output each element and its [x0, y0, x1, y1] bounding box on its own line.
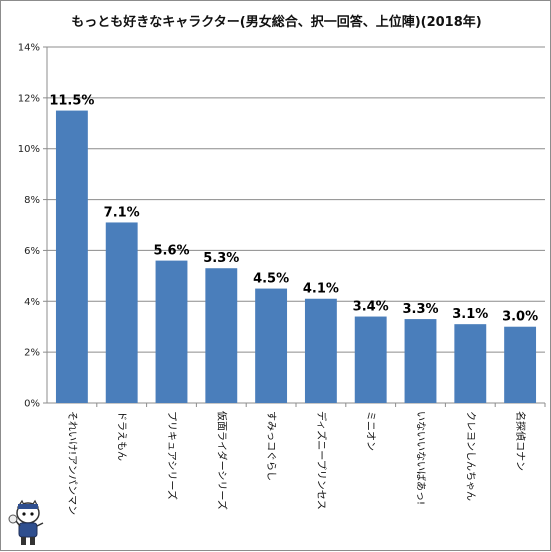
- data-label: 7.1%: [104, 205, 140, 220]
- data-label: 5.6%: [153, 244, 189, 259]
- category-label: 仮面ライダーシリーズ: [215, 411, 228, 510]
- y-tick-label: 8%: [24, 195, 40, 206]
- y-tick-label: 12%: [18, 93, 40, 104]
- bar: [255, 288, 288, 403]
- data-label: 3.3%: [402, 302, 438, 317]
- y-tick-label: 0%: [24, 399, 40, 410]
- category-label: ドラえもん: [116, 411, 128, 461]
- category-label: ミニオン: [365, 411, 377, 451]
- category-label: 名探偵コナン: [514, 411, 527, 471]
- data-label: 3.1%: [452, 307, 488, 322]
- data-label: 3.0%: [502, 310, 538, 325]
- category-label: すみっコぐらし: [265, 411, 277, 481]
- data-label: 4.1%: [303, 282, 339, 297]
- bar: [304, 298, 337, 403]
- bar: [454, 324, 487, 403]
- y-tick-label: 14%: [18, 43, 40, 54]
- bar: [155, 260, 188, 403]
- data-label: 3.4%: [353, 300, 389, 315]
- data-label: 11.5%: [49, 94, 94, 109]
- y-tick-label: 6%: [24, 246, 40, 257]
- bar: [354, 316, 387, 403]
- category-label: クレヨンしんちゃん: [464, 411, 476, 501]
- bar: [105, 222, 138, 403]
- y-tick-label: 4%: [24, 297, 40, 308]
- chart-title: もっとも好きなキャラクター(男女総合、択一回答、上位陣)(2018年): [71, 15, 482, 30]
- category-label: ディズニープリンセス: [315, 411, 328, 510]
- category-label: プリキュアシリーズ: [166, 411, 179, 500]
- category-label: いないいないばあっ!: [415, 411, 427, 505]
- bar: [205, 268, 238, 403]
- category-label: それいけ!アンパンマン: [66, 411, 78, 515]
- bar: [55, 110, 88, 404]
- bar: [504, 326, 537, 403]
- data-label: 5.3%: [203, 251, 239, 266]
- bar: [404, 319, 437, 403]
- y-tick-label: 2%: [24, 348, 40, 359]
- y-tick-label: 10%: [18, 144, 40, 155]
- mascot-character-icon: [8, 499, 44, 545]
- data-label: 4.5%: [253, 272, 289, 287]
